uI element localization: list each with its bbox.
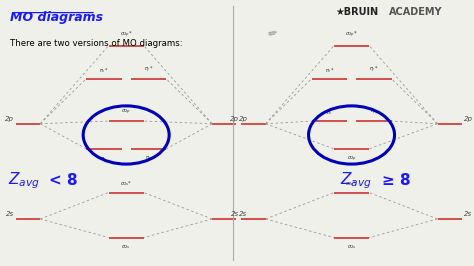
Text: ✏: ✏ (267, 28, 278, 40)
Text: $Z_{avg}$: $Z_{avg}$ (340, 170, 372, 191)
Text: < 8: < 8 (49, 173, 78, 188)
Text: $\sigma_{2p}$: $\sigma_{2p}$ (121, 108, 131, 117)
Text: $\sigma_{2s}$*: $\sigma_{2s}$* (120, 179, 132, 188)
Text: $\sigma_{2s}$: $\sigma_{2s}$ (347, 243, 356, 251)
Text: 2p: 2p (5, 116, 14, 122)
Text: $\sigma_{2p}$*: $\sigma_{2p}$* (120, 30, 132, 40)
Text: 2p: 2p (238, 116, 247, 122)
Text: $\sigma_{2p}$: $\sigma_{2p}$ (346, 155, 356, 164)
Text: 2s: 2s (6, 211, 14, 217)
Text: $\pi_y$: $\pi_y$ (370, 108, 377, 117)
Text: $\pi_x$: $\pi_x$ (326, 109, 333, 117)
Text: $\pi_y$*: $\pi_y$* (369, 64, 379, 74)
Text: 2s: 2s (238, 211, 247, 217)
Text: 2p: 2p (464, 116, 473, 122)
Text: $\sigma_{2s}$: $\sigma_{2s}$ (121, 243, 131, 251)
Text: ≥ 8: ≥ 8 (382, 173, 410, 188)
Text: 2p: 2p (230, 116, 239, 122)
Text: ACADEMY: ACADEMY (389, 7, 442, 17)
Text: $\pi_x$*: $\pi_x$* (325, 66, 334, 74)
Text: 2s: 2s (231, 211, 239, 217)
Text: $\pi_x$: $\pi_x$ (100, 155, 107, 163)
Text: 2s: 2s (464, 211, 472, 217)
Text: $\sigma_{2p}$*: $\sigma_{2p}$* (345, 30, 358, 40)
Text: ★BRUIN: ★BRUIN (335, 7, 378, 17)
Text: $\pi_x$*: $\pi_x$* (99, 66, 109, 74)
Text: $\pi_y$*: $\pi_y$* (144, 64, 153, 74)
Text: $\sigma_{2s}$*: $\sigma_{2s}$* (346, 179, 358, 188)
Text: $Z_{avg}$: $Z_{avg}$ (8, 170, 40, 191)
Text: $\pi_y$: $\pi_y$ (145, 155, 152, 164)
Text: MO diagrams: MO diagrams (10, 11, 103, 24)
Text: There are two versions of MO diagrams:: There are two versions of MO diagrams: (10, 39, 182, 48)
